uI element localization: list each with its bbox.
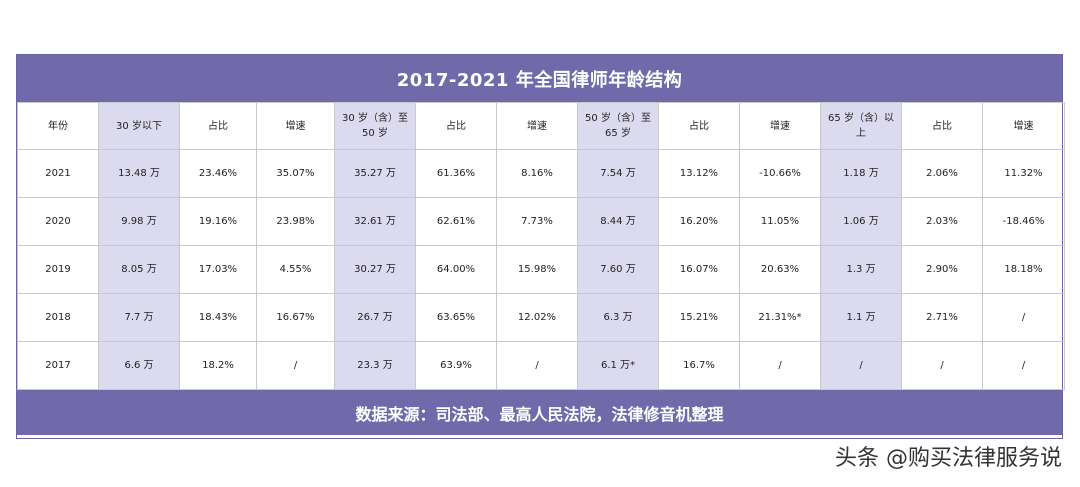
table-cell: 1.1 万: [820, 293, 902, 342]
table-cell: 18.43%: [179, 293, 257, 342]
table-cell: 2.71%: [901, 293, 983, 342]
table-cell: 1.18 万: [820, 149, 902, 198]
table-cell: 6.1 万*: [577, 341, 659, 390]
header-cell-50-to-65: 50 岁（含）至 65 岁: [577, 102, 659, 150]
data-grid: 年份 30 岁以下 占比 增速 30 岁（含）至 50 岁 占比 增速 50 岁…: [17, 102, 1065, 390]
table-cell: 16.20%: [658, 197, 740, 246]
table-cell: 30.27 万: [334, 245, 416, 294]
header-cell-65-plus: 65 岁（含）以上: [820, 102, 902, 150]
header-cell-growth: 增速: [496, 102, 578, 150]
table-cell: 2.06%: [901, 149, 983, 198]
table-cell: 63.65%: [415, 293, 497, 342]
table-row: 2018 7.7 万 18.43% 16.67% 26.7 万 63.65% 1…: [17, 293, 1065, 342]
table-cell: 11.05%: [739, 197, 821, 246]
table-cell: 13.12%: [658, 149, 740, 198]
header-cell-growth: 增速: [739, 102, 821, 150]
table-cell: /: [496, 341, 578, 390]
table-cell: 8.44 万: [577, 197, 659, 246]
header-cell-growth: 增速: [982, 102, 1065, 150]
table-cell: 7.7 万: [98, 293, 180, 342]
table-cell: -10.66%: [739, 149, 821, 198]
table-title: 2017-2021 年全国律师年龄结构: [17, 55, 1062, 102]
table-cell: /: [256, 341, 335, 390]
watermark: 头条 @购买法律服务说: [835, 446, 1062, 471]
table-cell: 18.18%: [982, 245, 1065, 294]
table-cell: 7.73%: [496, 197, 578, 246]
table-cell: 23.3 万: [334, 341, 416, 390]
table-cell: /: [901, 341, 983, 390]
table-cell: 18.2%: [179, 341, 257, 390]
table-cell: 2017: [17, 341, 99, 390]
table-cell: 2018: [17, 293, 99, 342]
table-cell: -18.46%: [982, 197, 1065, 246]
table-cell: 21.31%*: [739, 293, 821, 342]
table-cell: 1.3 万: [820, 245, 902, 294]
table-cell: 63.9%: [415, 341, 497, 390]
header-cell-year: 年份: [17, 102, 99, 150]
table-cell: 2021: [17, 149, 99, 198]
header-cell-share: 占比: [901, 102, 983, 150]
header-cell-share: 占比: [415, 102, 497, 150]
table-cell: 61.36%: [415, 149, 497, 198]
table-cell: 1.06 万: [820, 197, 902, 246]
table-cell: 19.16%: [179, 197, 257, 246]
table-cell: 2.90%: [901, 245, 983, 294]
table-cell: 2020: [17, 197, 99, 246]
table-cell: 7.60 万: [577, 245, 659, 294]
table-cell: 35.27 万: [334, 149, 416, 198]
header-cell-share: 占比: [658, 102, 740, 150]
table-cell: 23.46%: [179, 149, 257, 198]
table-cell: 6.6 万: [98, 341, 180, 390]
header-cell-under-30: 30 岁以下: [98, 102, 180, 150]
table-cell: /: [739, 341, 821, 390]
table-cell: 12.02%: [496, 293, 578, 342]
table-cell: 16.07%: [658, 245, 740, 294]
table-cell: /: [982, 341, 1065, 390]
table-row: 2019 8.05 万 17.03% 4.55% 30.27 万 64.00% …: [17, 245, 1065, 294]
table-cell: 7.54 万: [577, 149, 659, 198]
table-cell: /: [820, 341, 902, 390]
table-cell: 32.61 万: [334, 197, 416, 246]
table-cell: 16.67%: [256, 293, 335, 342]
table-cell: /: [982, 293, 1065, 342]
header-cell-30-to-50: 30 岁（含）至 50 岁: [334, 102, 416, 150]
table-cell: 17.03%: [179, 245, 257, 294]
table-cell: 15.21%: [658, 293, 740, 342]
header-cell-growth: 增速: [256, 102, 335, 150]
table-cell: 16.7%: [658, 341, 740, 390]
table-cell: 8.05 万: [98, 245, 180, 294]
table-cell: 2019: [17, 245, 99, 294]
table-row: 2021 13.48 万 23.46% 35.07% 35.27 万 61.36…: [17, 149, 1065, 198]
table-cell: 23.98%: [256, 197, 335, 246]
data-source-note: 数据来源：司法部、最高人民法院，法律修音机整理: [17, 390, 1062, 435]
table-cell: 15.98%: [496, 245, 578, 294]
table-cell: 2.03%: [901, 197, 983, 246]
header-row: 年份 30 岁以下 占比 增速 30 岁（含）至 50 岁 占比 增速 50 岁…: [17, 102, 1065, 150]
table-cell: 64.00%: [415, 245, 497, 294]
table-cell: 9.98 万: [98, 197, 180, 246]
table-cell: 26.7 万: [334, 293, 416, 342]
table-row: 2017 6.6 万 18.2% / 23.3 万 63.9% / 6.1 万*…: [17, 341, 1065, 390]
table-cell: 20.63%: [739, 245, 821, 294]
table-cell: 11.32%: [982, 149, 1065, 198]
table-cell: 4.55%: [256, 245, 335, 294]
header-cell-share: 占比: [179, 102, 257, 150]
table-cell: 6.3 万: [577, 293, 659, 342]
table-row: 2020 9.98 万 19.16% 23.98% 32.61 万 62.61%…: [17, 197, 1065, 246]
table-cell: 62.61%: [415, 197, 497, 246]
table-cell: 13.48 万: [98, 149, 180, 198]
table-cell: 35.07%: [256, 149, 335, 198]
age-structure-table: 2017-2021 年全国律师年龄结构 年份 30 岁以下 占比 增速 30 岁…: [16, 54, 1065, 439]
table-cell: 8.16%: [496, 149, 578, 198]
